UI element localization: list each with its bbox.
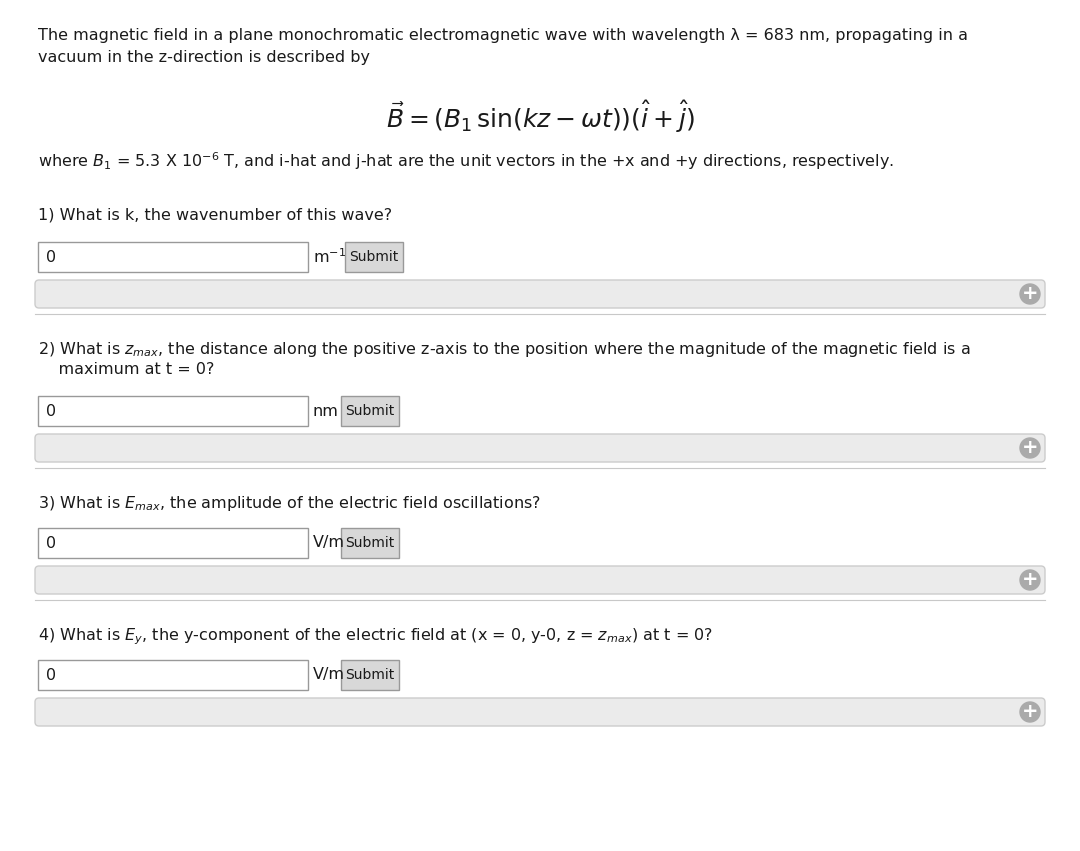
Text: Submit: Submit xyxy=(346,536,394,550)
FancyBboxPatch shape xyxy=(341,660,399,690)
Text: Submit: Submit xyxy=(346,404,394,418)
Text: +: + xyxy=(1022,570,1038,589)
Text: 4) What is $E_y$, the y-component of the electric field at (x = 0, y-0, z = $z_{: 4) What is $E_y$, the y-component of the… xyxy=(38,626,713,647)
Text: where $B_1$ = 5.3 X 10$^{-6}$ T, and i-hat and j-hat are the unit vectors in the: where $B_1$ = 5.3 X 10$^{-6}$ T, and i-h… xyxy=(38,150,894,172)
FancyBboxPatch shape xyxy=(38,396,308,426)
FancyBboxPatch shape xyxy=(35,434,1045,462)
Circle shape xyxy=(1020,284,1040,304)
Text: V/m: V/m xyxy=(313,535,345,551)
FancyBboxPatch shape xyxy=(341,528,399,558)
FancyBboxPatch shape xyxy=(35,280,1045,308)
FancyBboxPatch shape xyxy=(38,242,308,272)
Text: +: + xyxy=(1022,702,1038,721)
Text: maximum at t = 0?: maximum at t = 0? xyxy=(38,362,214,377)
Text: m$^{-1}$: m$^{-1}$ xyxy=(313,248,346,266)
Text: 0: 0 xyxy=(46,249,56,265)
Text: 0: 0 xyxy=(46,535,56,551)
FancyBboxPatch shape xyxy=(38,660,308,690)
Text: Submit: Submit xyxy=(349,250,399,264)
Text: nm: nm xyxy=(313,403,339,419)
Text: vacuum in the z-direction is described by: vacuum in the z-direction is described b… xyxy=(38,50,370,65)
Text: $\vec{B} = (B_1\,\sin(kz - \omega t))(\hat{i} + \hat{j})$: $\vec{B} = (B_1\,\sin(kz - \omega t))(\h… xyxy=(386,98,694,134)
Text: V/m: V/m xyxy=(313,667,345,683)
Text: The magnetic field in a plane monochromatic electromagnetic wave with wavelength: The magnetic field in a plane monochroma… xyxy=(38,28,968,43)
FancyBboxPatch shape xyxy=(35,698,1045,726)
Text: 0: 0 xyxy=(46,667,56,683)
Circle shape xyxy=(1020,438,1040,458)
Text: 1) What is k, the wavenumber of this wave?: 1) What is k, the wavenumber of this wav… xyxy=(38,208,392,223)
Text: 3) What is $E_{max}$, the amplitude of the electric field oscillations?: 3) What is $E_{max}$, the amplitude of t… xyxy=(38,494,541,513)
FancyBboxPatch shape xyxy=(35,566,1045,594)
Circle shape xyxy=(1020,570,1040,590)
Text: Submit: Submit xyxy=(346,668,394,682)
FancyBboxPatch shape xyxy=(341,396,399,426)
Text: +: + xyxy=(1022,438,1038,457)
FancyBboxPatch shape xyxy=(345,242,403,272)
Text: +: + xyxy=(1022,284,1038,303)
Text: 0: 0 xyxy=(46,403,56,419)
Circle shape xyxy=(1020,702,1040,722)
FancyBboxPatch shape xyxy=(38,528,308,558)
Text: 2) What is $z_{max}$, the distance along the positive z-axis to the position whe: 2) What is $z_{max}$, the distance along… xyxy=(38,340,971,359)
